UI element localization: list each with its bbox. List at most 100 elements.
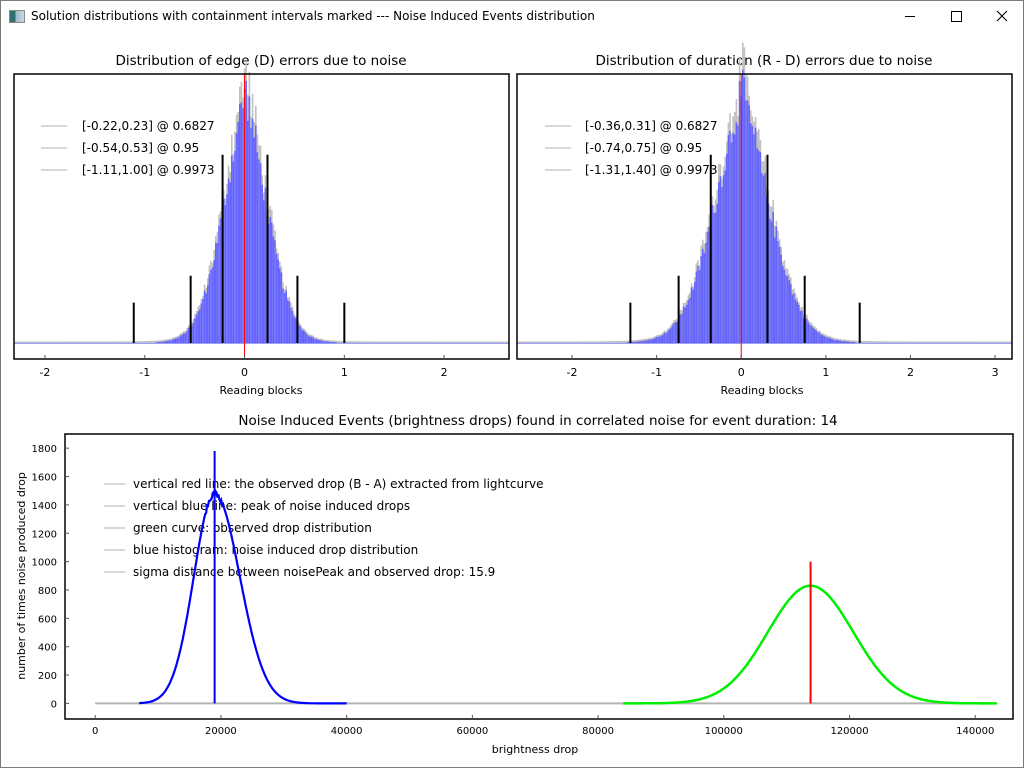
histogram-overlay-bin bbox=[43, 341, 46, 343]
histogram-overlay-bin bbox=[993, 341, 995, 343]
histogram-overlay-bin bbox=[48, 341, 51, 343]
histogram-bin bbox=[844, 341, 846, 343]
histogram-bin bbox=[676, 321, 678, 343]
histogram-overlay-bin bbox=[90, 341, 92, 343]
histogram-overlay-bin bbox=[443, 341, 446, 343]
histogram-overlay-bin bbox=[570, 341, 573, 343]
histogram-overlay-bin bbox=[435, 341, 438, 343]
histogram-bin bbox=[713, 212, 715, 343]
histogram-bin bbox=[801, 310, 803, 343]
histogram-overlay-bin bbox=[109, 341, 111, 343]
histogram-overlay-bin bbox=[886, 341, 888, 343]
histogram-overlay-bin bbox=[160, 340, 163, 343]
histogram-overlay-bin bbox=[392, 341, 395, 343]
close-button[interactable] bbox=[979, 1, 1023, 31]
histogram-overlay-bin bbox=[96, 341, 99, 343]
histogram-bin bbox=[842, 341, 845, 343]
window-title: Solution distributions with containment … bbox=[31, 9, 595, 23]
histogram-overlay-bin bbox=[103, 341, 105, 343]
histogram-overlay-bin bbox=[151, 340, 153, 343]
histogram-bin bbox=[642, 340, 645, 343]
histogram-overlay-bin bbox=[426, 341, 428, 343]
histogram-overlay-bin bbox=[122, 341, 124, 343]
app-icon bbox=[9, 10, 25, 23]
histogram-overlay-bin bbox=[117, 341, 119, 343]
histogram-bin bbox=[847, 341, 850, 343]
legend-item: [-0.74,0.75] @ 0.95 bbox=[585, 141, 702, 155]
histogram-overlay-bin bbox=[615, 341, 618, 343]
minimize-button[interactable] bbox=[887, 1, 933, 31]
histogram-overlay-bin bbox=[846, 340, 848, 343]
histogram-overlay-bin bbox=[625, 340, 627, 343]
histogram-bin bbox=[666, 331, 669, 343]
histogram-bin bbox=[248, 96, 251, 344]
histogram-bin bbox=[655, 337, 658, 343]
histogram-bin bbox=[802, 317, 805, 343]
histogram-bin bbox=[799, 311, 802, 343]
histogram-overlay-bin bbox=[341, 340, 343, 343]
histogram-overlay-bin bbox=[871, 341, 874, 343]
x-tick-label: 3 bbox=[992, 366, 999, 379]
histogram-overlay-bin bbox=[87, 341, 89, 343]
histogram-overlay-bin bbox=[900, 341, 902, 343]
histogram-bin bbox=[320, 340, 323, 343]
histogram-overlay-bin bbox=[399, 341, 401, 343]
histogram-bin bbox=[689, 297, 691, 343]
histogram-overlay-bin bbox=[894, 341, 896, 343]
histogram-overlay-bin bbox=[564, 341, 566, 343]
histogram-overlay-bin bbox=[400, 341, 403, 343]
histogram-overlay-bin bbox=[407, 341, 409, 343]
chart-legend: [-0.36,0.31] @ 0.6827 [-0.74,0.75] @ 0.9… bbox=[545, 119, 718, 177]
histogram-overlay-bin bbox=[964, 341, 966, 343]
histogram-bin bbox=[215, 242, 217, 343]
legend-item: green curve: observed drop distribution bbox=[133, 521, 372, 535]
histogram-bin bbox=[231, 155, 233, 343]
histogram-bin bbox=[697, 265, 699, 343]
histogram-bin bbox=[239, 103, 241, 343]
histogram-bin bbox=[186, 330, 188, 343]
histogram-overlay-bin bbox=[469, 341, 471, 343]
histogram-bin bbox=[639, 341, 642, 343]
histogram-overlay-bin bbox=[606, 341, 608, 343]
histogram-bin bbox=[277, 259, 279, 343]
histogram-overlay-bin bbox=[943, 341, 946, 343]
histogram-bin bbox=[684, 307, 686, 343]
histogram-bin bbox=[748, 105, 750, 343]
histogram-bin bbox=[211, 267, 214, 343]
histogram-bin bbox=[626, 342, 629, 343]
histogram-overlay-bin bbox=[905, 341, 907, 343]
histogram-bin bbox=[726, 153, 728, 343]
histogram-overlay-bin bbox=[1001, 341, 1003, 343]
histogram-overlay-bin bbox=[975, 341, 978, 343]
histogram-bin bbox=[778, 246, 781, 343]
histogram-overlay-bin bbox=[40, 341, 43, 343]
histogram-overlay-bin bbox=[594, 341, 597, 343]
title-bar[interactable]: Solution distributions with containment … bbox=[1, 1, 1023, 31]
histogram-overlay-bin bbox=[111, 341, 113, 343]
histogram-overlay-bin bbox=[930, 341, 933, 343]
histogram-overlay-bin bbox=[935, 341, 938, 343]
histogram-overlay-bin bbox=[29, 341, 31, 343]
histogram-overlay-bin bbox=[609, 341, 611, 343]
histogram-bin bbox=[290, 307, 292, 343]
histogram-overlay-bin bbox=[437, 341, 439, 343]
histogram-bin bbox=[187, 327, 190, 343]
histogram-overlay-bin bbox=[567, 341, 570, 343]
histogram-overlay-bin bbox=[855, 340, 858, 343]
minimize-icon bbox=[905, 15, 915, 17]
histogram-overlay-bin bbox=[884, 341, 886, 343]
histogram-bin bbox=[216, 243, 219, 343]
maximize-button[interactable] bbox=[933, 1, 979, 31]
histogram-bin bbox=[173, 338, 175, 343]
histogram-bin bbox=[317, 339, 319, 343]
histogram-overlay-bin bbox=[591, 341, 594, 343]
histogram-overlay-bin bbox=[596, 341, 598, 343]
histogram-overlay-bin bbox=[154, 340, 156, 343]
histogram-overlay-bin bbox=[51, 341, 54, 343]
histogram-bin bbox=[272, 236, 275, 343]
histogram-bin bbox=[716, 203, 718, 343]
histogram-overlay-bin bbox=[384, 341, 387, 343]
histogram-overlay-bin bbox=[383, 341, 385, 343]
histogram-overlay-bin bbox=[551, 341, 554, 343]
histogram-overlay-bin bbox=[958, 341, 960, 343]
